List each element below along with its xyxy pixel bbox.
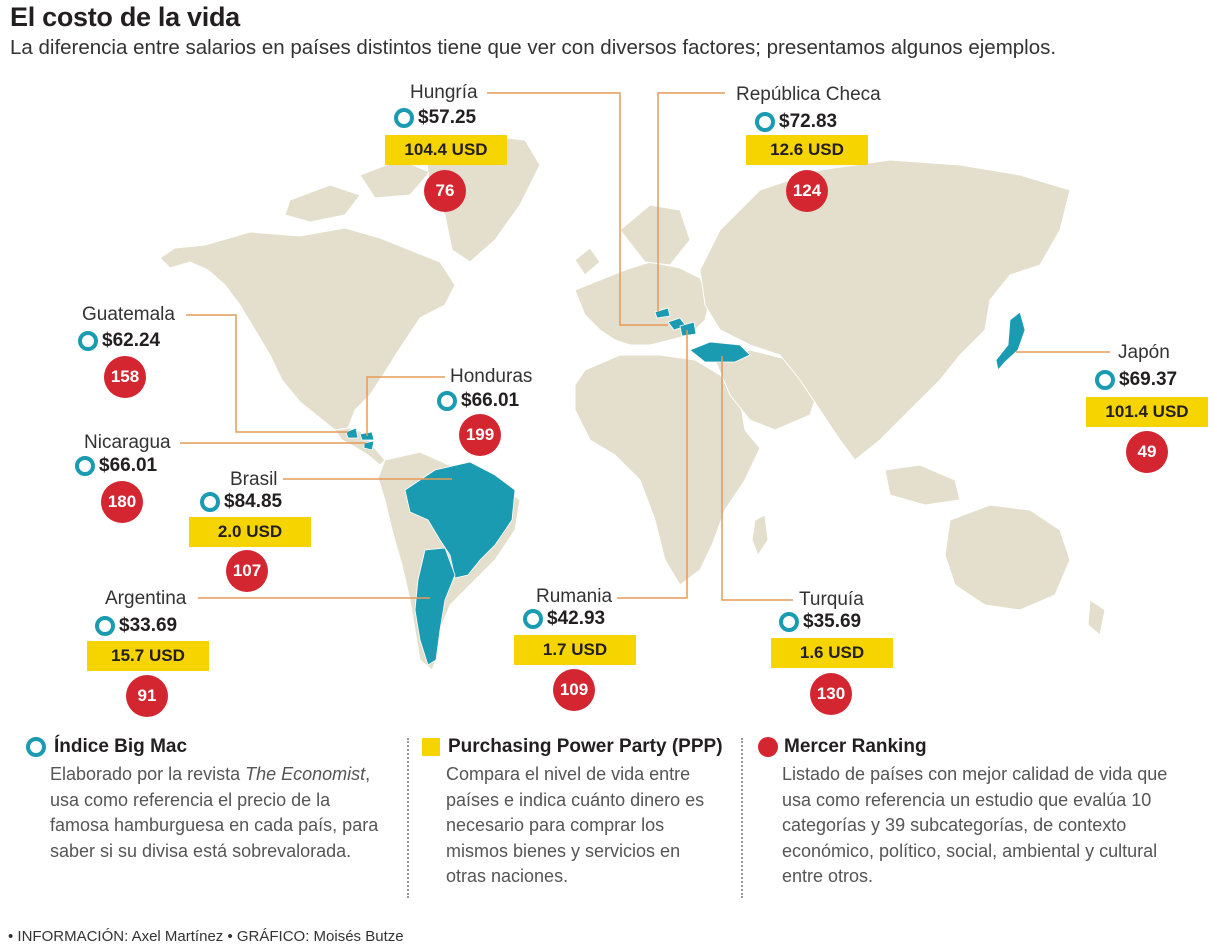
japan-highlight (995, 311, 1026, 371)
africa-land (574, 354, 761, 586)
bigmac-value: $42.93 (523, 607, 605, 631)
leader-guatemala (186, 314, 348, 433)
australia-land (944, 504, 1071, 611)
guatemala-highlight (345, 427, 359, 439)
page-title: El costo de la vida (10, 2, 240, 32)
country-name: Japón (1118, 342, 1170, 363)
north-america-land (159, 227, 456, 431)
bigmac-ring-icon (75, 456, 95, 476)
legend-ppp-text: Compara el nivel de vida entre países e … (446, 764, 705, 886)
country-name: Hungría (410, 82, 478, 103)
asia-land (699, 159, 1071, 461)
mercer-rank: 109 (553, 669, 595, 711)
bigmac-ring-icon (200, 492, 220, 512)
mercer-rank: 107 (226, 550, 268, 592)
legend-mercer-text: Listado de países con mejor calidad de v… (782, 764, 1168, 886)
leader-rumania (617, 330, 688, 599)
legend-divider (741, 738, 743, 898)
bigmac-ring-icon (95, 616, 115, 636)
bigmac-ring-icon (78, 331, 98, 351)
legend-bigmac-text: Elaborado por la revista The Economist, … (50, 764, 379, 861)
bigmac-ring-icon (394, 108, 414, 128)
country-name: Honduras (450, 366, 533, 387)
ppp-value: 104.4 USD (385, 135, 507, 165)
bigmac-ring-icon (26, 737, 46, 757)
legend-ppp-title: Purchasing Power Party (PPP) (448, 736, 723, 757)
bigmac-value: $84.85 (200, 490, 282, 514)
turkey-highlight (689, 341, 751, 363)
central-america-land (334, 427, 386, 466)
ppp-value: 1.7 USD (514, 635, 636, 665)
mercer-rank: 76 (424, 170, 466, 212)
bigmac-value: $33.69 (95, 614, 177, 638)
ppp-square-icon (422, 738, 440, 756)
ppp-value: 12.6 USD (746, 135, 868, 165)
legend-bigmac-title: Índice Big Mac (54, 736, 188, 757)
country-name: Brasil (230, 469, 278, 490)
brazil-highlight (404, 461, 516, 579)
country-name: Nicaragua (84, 432, 171, 453)
mercer-rank: 199 (459, 414, 501, 456)
bigmac-ring-icon (779, 612, 799, 632)
argentina-highlight (414, 547, 456, 666)
bigmac-value: $66.01 (75, 454, 157, 478)
czech-highlight (654, 307, 671, 319)
credits: • INFORMACIÓN: Axel Martínez • GRÁFICO: … (8, 928, 404, 945)
legend-mercer-title: Mercer Ranking (784, 736, 927, 757)
ppp-value: 1.6 USD (771, 638, 893, 668)
mercer-rank: 158 (104, 356, 146, 398)
country-name: Guatemala (82, 304, 175, 325)
ppp-value: 2.0 USD (189, 517, 311, 547)
ppp-value: 15.7 USD (87, 641, 209, 671)
nicaragua-highlight (363, 440, 375, 451)
leader-checa (657, 92, 725, 312)
country-name: Argentina (105, 588, 187, 609)
bigmac-value: $72.83 (755, 110, 837, 134)
bigmac-ring-icon (523, 609, 543, 629)
bigmac-value: $69.37 (1095, 368, 1177, 392)
mercer-rank: 180 (101, 481, 143, 523)
scandinavia-land (619, 204, 691, 266)
mercer-rank: 124 (786, 170, 828, 212)
bigmac-ring-icon (437, 391, 457, 411)
country-name: Turquía (799, 589, 864, 610)
mercer-rank: 49 (1126, 431, 1168, 473)
bigmac-value: $62.24 (78, 329, 160, 353)
bigmac-ring-icon (1095, 370, 1115, 390)
mercer-rank: 91 (126, 675, 168, 717)
leader-honduras (366, 376, 445, 436)
leader-turquia (721, 356, 793, 601)
legend-bigmac: Índice Big Mac Elaborado por la revista … (26, 736, 390, 864)
legend-mercer: Mercer Ranking Listado de países con mej… (758, 736, 1192, 890)
bigmac-ring-icon (755, 112, 775, 132)
legend-divider (407, 738, 409, 898)
country-name: República Checa (736, 84, 881, 105)
legend-ppp: Purchasing Power Party (PPP) Compara el … (422, 736, 723, 890)
bigmac-value: $66.01 (437, 389, 519, 413)
page-subtitle: La diferencia entre salarios en países d… (10, 36, 1057, 59)
romania-highlight (679, 321, 697, 337)
bigmac-value: $35.69 (779, 610, 861, 634)
arctic-islands-land (284, 184, 361, 223)
country-name: Rumania (536, 586, 613, 607)
ppp-value: 101.4 USD (1086, 397, 1208, 427)
bigmac-value: $57.25 (394, 106, 476, 130)
mercer-dot-icon (758, 737, 778, 757)
mercer-rank: 130 (810, 673, 852, 715)
leader-hungria (487, 92, 668, 326)
